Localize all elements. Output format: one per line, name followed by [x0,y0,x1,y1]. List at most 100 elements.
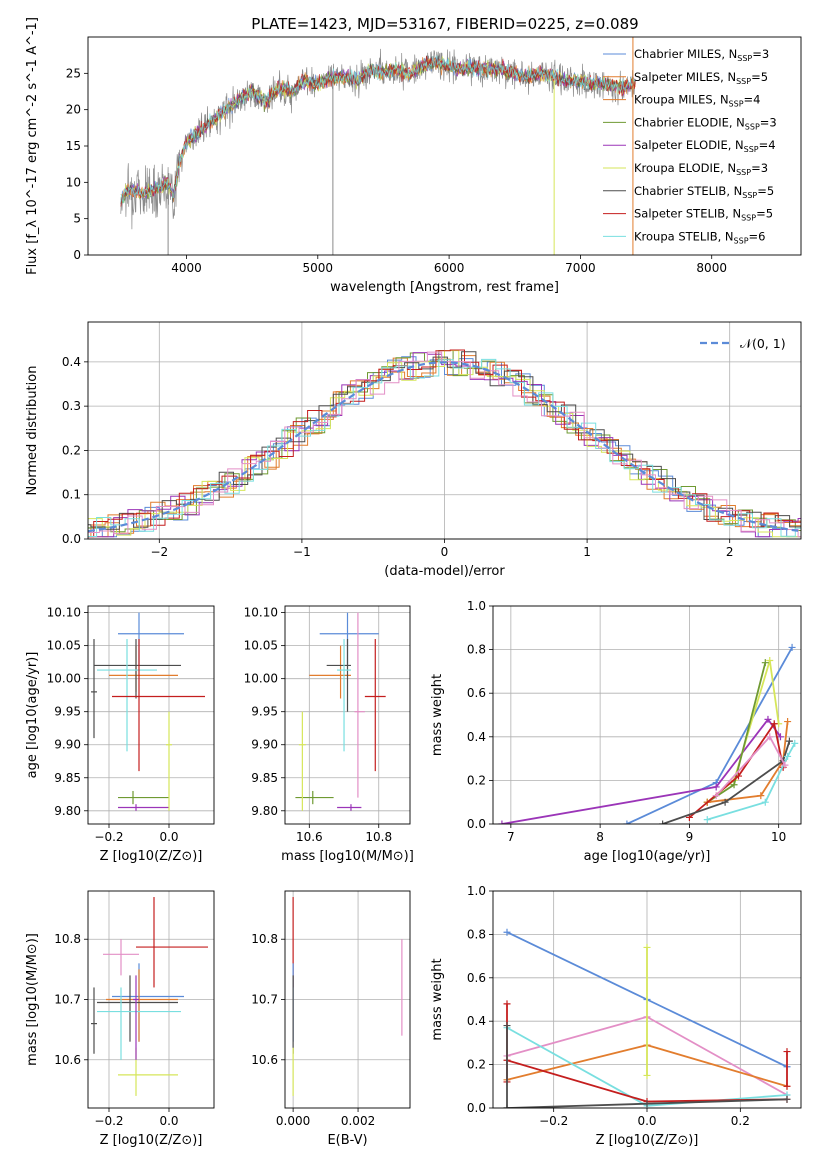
errorbar-point [364,639,386,772]
y-tick-label: 10.10 [47,606,81,620]
y-tick-label: 10.05 [244,639,278,653]
residual-histogram [88,351,801,538]
x-tick-label: 7000 [565,261,596,275]
series-marker [781,761,789,769]
axes-frame [492,890,802,1109]
age-vs-mass-panel: 10.6 10.8 9.80 9.85 9.90 9.95 10.00 10.05 10.10 m… [244,605,414,864]
x-tick-label: 9 [686,830,694,844]
series-marker [784,718,792,726]
y-tick-label: 9.95 [251,705,278,719]
series-marker [712,792,720,800]
errorbar-point [337,804,362,811]
x-tick-label: 0.000 [276,1114,310,1128]
y-tick-label: 0.3 [62,399,81,413]
errorbars [295,612,386,811]
x-tick-label: −2 [150,545,168,559]
mass-vs-ebv-panel: 0.000 0.002 10.6 10.7 10.8 E(B-V) [251,890,411,1148]
x-axis-label: E(B-V) [327,1133,367,1148]
legend-entry: Salpeter ELODIE, NSSP=4 [634,138,776,154]
legend-entry: Kroupa ELODIE, NSSP=3 [634,161,768,177]
legend-label: Kroupa ELODIE, N [634,161,736,175]
y-tick-label: 0.0 [467,1101,486,1115]
series-marker [498,820,506,824]
y-tick-label: 9.85 [54,771,81,785]
residual-histogram [88,355,801,538]
spectrum-panel: 4000 5000 6000 7000 8000 0 5 10 15 20 25 wavelength… [25,17,802,295]
series-marker [730,781,738,789]
y-tick-label: 10.6 [251,1053,278,1067]
legend-label: Kroupa STELIB, N [634,229,734,243]
legend-subscript: SSP [736,77,751,86]
legend-entry: Chabrier ELODIE, NSSP=3 [634,115,777,131]
series-marker [735,772,743,780]
axes-frame [284,890,411,1109]
x-tick-label: 0.0 [159,830,178,844]
y-tick-label: 10 [66,175,81,189]
y-tick-label: 0.6 [467,686,486,700]
legend-subscript: SSP [737,54,752,63]
x-tick-label: 4000 [171,261,202,275]
y-tick-label: 9.80 [251,804,278,818]
legend-label: Salpeter MILES, N [634,70,736,84]
x-tick-label: 0 [441,545,449,559]
legend-tail: =3 [760,115,777,129]
y-tick-label: 10.05 [47,639,81,653]
axes-frame [87,605,215,825]
x-tick-label: 0.002 [341,1114,375,1128]
y-tick-label: 0 [73,248,81,262]
y-tick-label: 9.85 [251,771,278,785]
y-tick-label: 10.8 [54,932,81,946]
series-marker [783,1048,791,1056]
residual-histogram [88,358,801,537]
weight-series [503,928,791,1108]
errorbar-point [103,939,139,976]
legend-tail: =5 [757,184,774,198]
errorbar-point [133,975,139,1060]
series-marker [757,792,765,800]
y-tick-label: 0.2 [467,773,486,787]
x-tick-label: 8 [596,830,604,844]
series-marker [623,820,631,824]
legend-subscript: SSP [736,168,751,177]
series-line [703,739,799,824]
errorbar-point [91,639,97,739]
errorbar-point [354,612,365,798]
x-axis-label: (data-model)/error [384,564,505,579]
errorbar-point [97,975,178,1042]
legend-entry: Chabrier STELIB, NSSP=5 [634,184,774,200]
legend-subscript: SSP [729,100,744,109]
y-tick-label: 0.0 [62,532,81,546]
series-marker [766,733,774,741]
x-tick-label: 10.8 [365,830,392,844]
axes-frame [87,36,802,256]
series-marker [659,820,667,824]
series-marker [785,737,793,745]
y-tick-label: 9.90 [251,738,278,752]
series-path [662,740,791,824]
x-axis-label: age [log10(age/yr)] [584,849,711,864]
x-tick-label: 8000 [696,261,727,275]
axes-frame [87,321,802,540]
series-marker [761,798,769,806]
series-marker [783,1095,791,1103]
legend-subscript: SSP [734,236,749,245]
y-axis-label: age [log10(age/yr)] [25,652,40,779]
x-tick-label: 7 [507,830,515,844]
y-tick-label: 1.0 [467,884,486,898]
y-tick-label: 0.8 [467,643,486,657]
errorbars [91,897,208,1096]
errorbar-point [136,897,208,988]
series-marker [766,657,774,664]
legend-tail: =5 [751,70,768,84]
y-axis-label: mass weight [430,674,445,756]
x-axis-label: wavelength [Angstrom, rest frame] [330,280,559,295]
y-tick-label: 15 [66,139,81,153]
legend-subscript: SSP [745,122,760,131]
age-vs-z-panel: −0.2 0.0 9.80 9.85 9.90 9.95 10.00 10.05 10.10 Z … [25,605,215,864]
legend-label: Salpeter STELIB, N [634,207,741,221]
errorbar-point [97,639,157,752]
model-spectrum [120,55,636,207]
series-marker [721,798,729,806]
series-marker [503,1022,511,1030]
series-line [783,1048,791,1090]
